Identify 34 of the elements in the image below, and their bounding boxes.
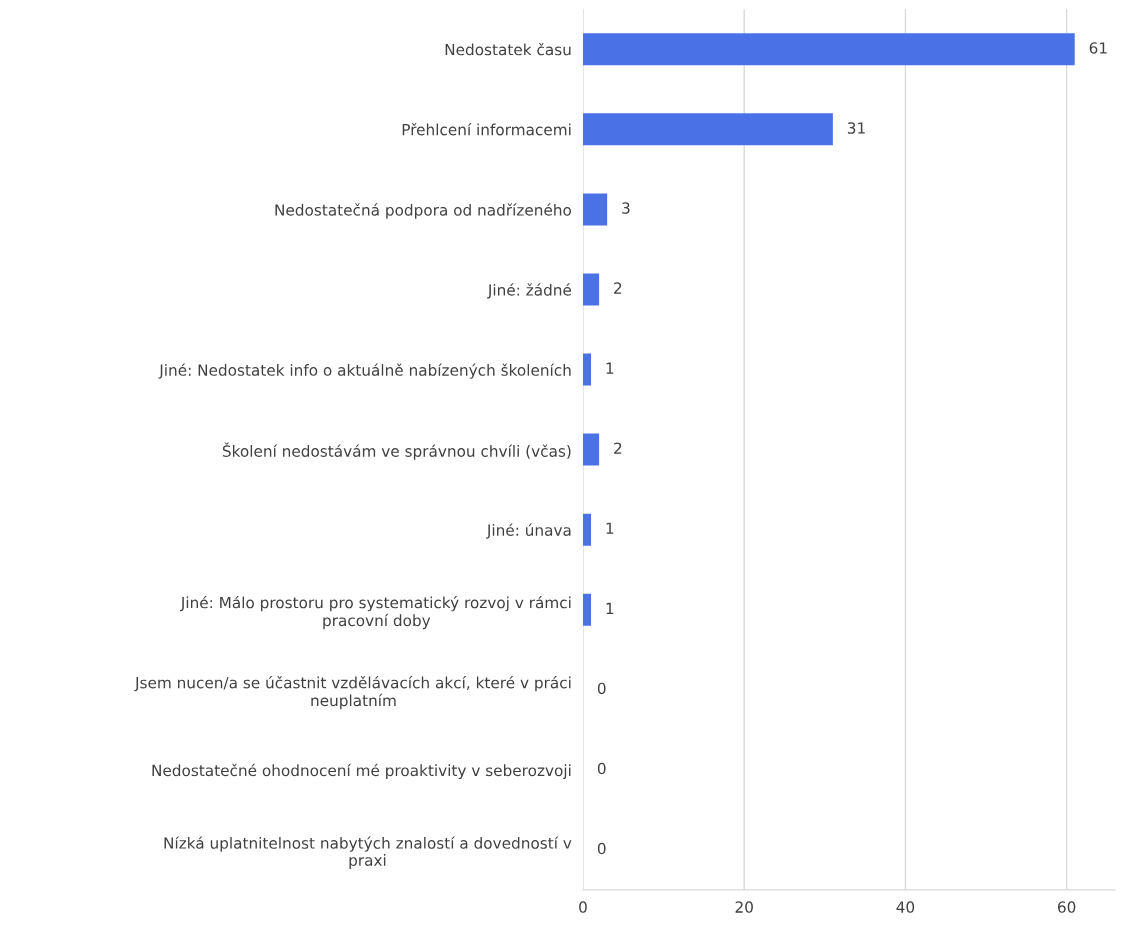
bar: [582, 273, 600, 306]
bar: [582, 433, 600, 466]
bar: [582, 113, 833, 146]
x-tick-label: 0: [579, 901, 587, 913]
data-label: 2: [614, 282, 622, 294]
data-label: 31: [847, 122, 865, 134]
bar: [582, 353, 592, 386]
y-tick-label: Nízká uplatnitelnost nabytých znalostí a dovedností v praxi: [164, 836, 572, 869]
y-tick-label: Jsem nucen/a se účastnit vzdělávacích akcí, které v práci neuplatním: [134, 675, 571, 710]
bar: [582, 33, 1075, 66]
bar: [582, 593, 592, 626]
data-label: 0: [597, 762, 606, 775]
data-label: 3: [622, 202, 630, 214]
y-tick-label: Jiné: únava: [486, 523, 571, 539]
y-tick-label: Přehlcení informacemi: [402, 122, 571, 136]
y-tick-label: Jiné: Málo prostoru pro systematický rozvoj v rámci pracovní doby: [180, 595, 571, 630]
data-label: 0: [597, 842, 606, 855]
x-tick-label: 60: [1058, 901, 1076, 913]
y-tick-label: Školení nedostávám ve správnou chvíli (včas): [222, 442, 571, 460]
y-tick-label: Nedostatečná podpora od nadřízeného: [275, 203, 572, 219]
data-label: 2: [614, 442, 622, 454]
y-tick-label: Nedostatek času: [445, 42, 571, 56]
y-tick-label: Jiné: Nedostatek info o aktuálně nabízených školeních: [158, 363, 571, 379]
data-label: 1: [606, 362, 614, 374]
bar: [582, 513, 592, 546]
data-label: 0: [597, 682, 606, 695]
data-label: 61: [1089, 42, 1107, 54]
y-tick-label: Jiné: žádné: [487, 283, 572, 299]
x-tick-label: 20: [735, 901, 753, 913]
y-tick-label: Nedostatečné ohodnocení mé proaktivity v seberozvoji: [152, 763, 571, 780]
data-label: 1: [606, 602, 614, 614]
x-tick-label: 40: [896, 901, 915, 913]
data-label: 1: [606, 522, 614, 534]
bar: [582, 193, 608, 226]
